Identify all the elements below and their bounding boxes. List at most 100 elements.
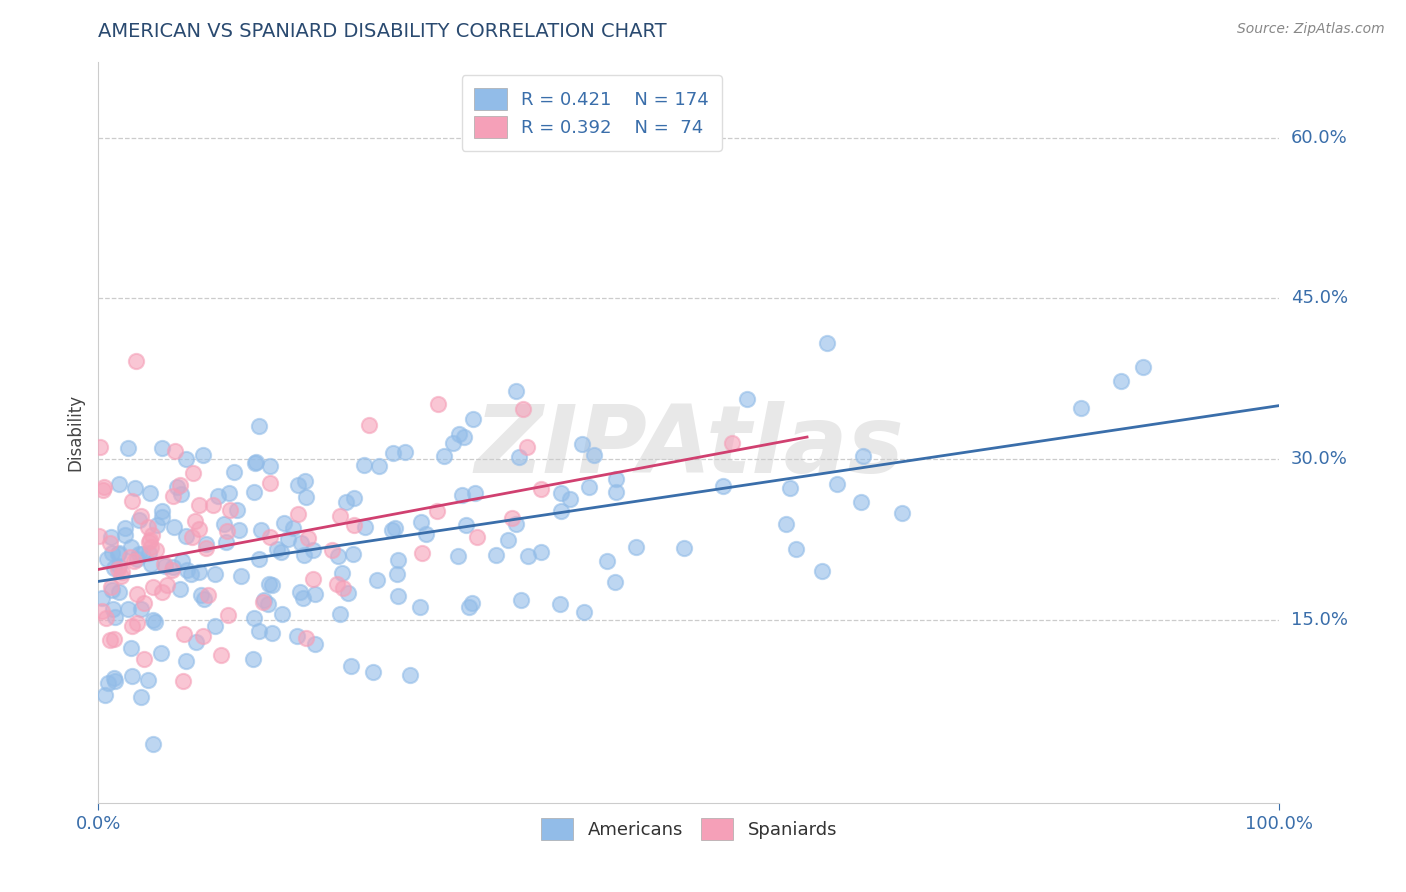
Point — [605, 472, 627, 486]
Point — [458, 600, 481, 615]
Point — [152, 557, 174, 571]
Point — [530, 482, 553, 496]
Point — [114, 521, 136, 535]
Point — [247, 624, 270, 639]
Point — [257, 577, 280, 591]
Point — [384, 521, 406, 535]
Point — [287, 478, 309, 492]
Point — [243, 611, 266, 625]
Point — [153, 559, 176, 574]
Point — [103, 561, 125, 575]
Point — [510, 593, 533, 607]
Text: AMERICAN VS SPANIARD DISABILITY CORRELATION CHART: AMERICAN VS SPANIARD DISABILITY CORRELAT… — [98, 22, 666, 41]
Point — [142, 613, 165, 627]
Point — [111, 565, 134, 579]
Point — [138, 534, 160, 549]
Point — [332, 581, 354, 595]
Point — [136, 520, 159, 534]
Point — [108, 546, 131, 560]
Point — [501, 511, 523, 525]
Point — [250, 523, 273, 537]
Point — [166, 480, 188, 494]
Point — [530, 545, 553, 559]
Point — [150, 510, 173, 524]
Point — [127, 616, 149, 631]
Point — [582, 448, 605, 462]
Point — [811, 565, 834, 579]
Point — [169, 478, 191, 492]
Point — [107, 562, 129, 576]
Point — [149, 646, 172, 660]
Point — [139, 557, 162, 571]
Point — [505, 516, 527, 531]
Point — [243, 484, 266, 499]
Point — [176, 563, 198, 577]
Point — [215, 524, 238, 538]
Point — [245, 454, 267, 468]
Point — [517, 549, 540, 563]
Point — [295, 632, 318, 646]
Point — [160, 563, 183, 577]
Point — [329, 607, 352, 621]
Point — [339, 659, 361, 673]
Point — [142, 580, 165, 594]
Point — [453, 430, 475, 444]
Point — [162, 559, 184, 574]
Point — [125, 587, 148, 601]
Point — [91, 483, 114, 497]
Text: 15.0%: 15.0% — [1291, 611, 1347, 630]
Point — [201, 498, 224, 512]
Point — [173, 626, 195, 640]
Point — [209, 648, 232, 662]
Point — [207, 489, 229, 503]
Point — [550, 598, 572, 612]
Point — [326, 576, 349, 591]
Point — [779, 481, 801, 495]
Point — [326, 549, 349, 564]
Point — [142, 737, 165, 751]
Point — [387, 567, 409, 582]
Point — [129, 509, 152, 524]
Point — [242, 652, 264, 666]
Point — [366, 574, 388, 588]
Point — [187, 498, 209, 512]
Point — [193, 592, 215, 607]
Point — [169, 582, 191, 596]
Point — [172, 674, 194, 689]
Point — [270, 545, 292, 559]
Point — [190, 588, 212, 602]
Point — [104, 673, 127, 688]
Point — [184, 514, 207, 528]
Point — [785, 541, 807, 556]
Point — [720, 436, 742, 450]
Point — [578, 480, 600, 494]
Point — [100, 530, 122, 544]
Point — [108, 558, 131, 573]
Point — [381, 523, 404, 537]
Point — [138, 546, 160, 560]
Point — [184, 635, 207, 649]
Point — [357, 417, 380, 432]
Point — [247, 419, 270, 434]
Point — [411, 546, 433, 560]
Point — [91, 605, 114, 619]
Point — [107, 547, 129, 561]
Point — [120, 640, 142, 655]
Point — [353, 458, 375, 472]
Point — [464, 485, 486, 500]
Text: Source: ZipAtlas.com: Source: ZipAtlas.com — [1237, 22, 1385, 37]
Point — [218, 486, 240, 500]
Point — [101, 546, 124, 560]
Point — [454, 517, 477, 532]
Point — [550, 486, 572, 500]
Point — [259, 458, 281, 473]
Text: 45.0%: 45.0% — [1291, 290, 1348, 308]
Point — [852, 449, 875, 463]
Point — [398, 667, 420, 681]
Point — [165, 443, 187, 458]
Point — [103, 632, 125, 646]
Point — [94, 688, 117, 702]
Point — [735, 392, 758, 406]
Point — [228, 524, 250, 538]
Point — [174, 653, 197, 667]
